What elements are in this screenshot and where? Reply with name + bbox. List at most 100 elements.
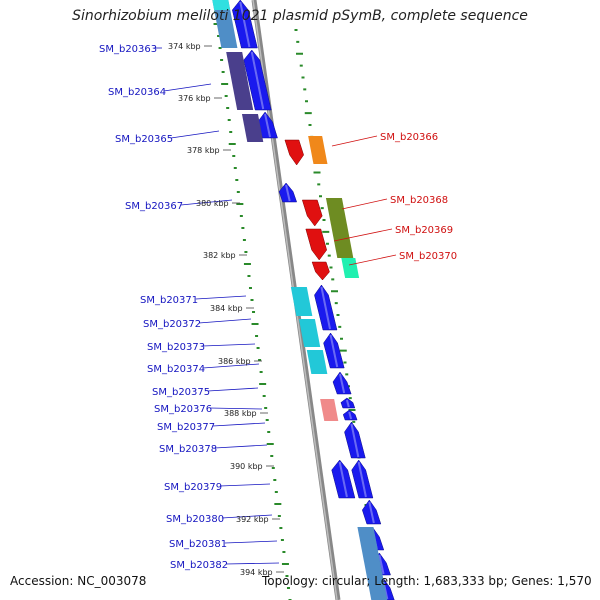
leader-line (214, 444, 268, 449)
gc-dot-outer (322, 219, 326, 221)
gc-dot-outer (327, 254, 331, 257)
gene-arrow-body (311, 261, 330, 281)
cog-block (308, 136, 328, 164)
gc-dot-outer (294, 29, 298, 31)
gene-label-sm-b20366: SM_b20366 (380, 132, 438, 143)
gc-dot-inner (270, 455, 274, 457)
forward-gene-arrow (314, 284, 338, 331)
gc-dot-inner (220, 59, 224, 61)
gene-label-sm-b20363: SM_b20363 (99, 44, 157, 55)
gc-dot-outer (320, 207, 324, 210)
tick-label: 390 kbp (230, 462, 263, 471)
gene-arrow-shine (320, 286, 331, 330)
forward-gene-arrow (344, 421, 366, 459)
gc-dot-inner (250, 299, 254, 301)
cog-block (357, 527, 388, 600)
leader-line (221, 514, 273, 519)
accession-text: Accession: NC_003078 (10, 574, 147, 588)
leader-line (207, 387, 259, 392)
gc-dot-outer (336, 314, 340, 316)
gc-dot-inner (243, 263, 251, 265)
label-leader-lines (154, 47, 397, 565)
gene-label-sm-b20364: SM_b20364 (108, 87, 166, 98)
gene-label-sm-b20374: SM_b20374 (147, 364, 205, 375)
tick-label: 386 kbp (218, 357, 251, 366)
gc-dot-outer (339, 349, 347, 352)
gc-dot-inner (274, 491, 278, 493)
gc-dot-inner (221, 71, 225, 73)
cog-block (212, 0, 231, 10)
gc-dot-inner (274, 503, 282, 505)
leader-line (163, 83, 212, 92)
gene-arrow-body (323, 332, 345, 369)
gc-dot-outer (296, 40, 300, 43)
gene-arrow-body (278, 182, 298, 203)
tick-label: 382 kbp (203, 251, 236, 260)
gene-arrow-body (314, 284, 338, 331)
gc-dot-inner (239, 215, 243, 217)
gc-dot-inner (271, 467, 275, 469)
gc-dot-outer (331, 290, 338, 293)
gene-arrow-body (344, 421, 366, 459)
gc-dot-inner (235, 179, 239, 181)
gc-dot-inner (247, 275, 251, 277)
gene-label-sm-b20380: SM_b20380 (166, 514, 224, 525)
leader-line (170, 130, 220, 139)
reverse-gene-arrow (284, 139, 304, 166)
tick-label: 378 kbp (187, 146, 220, 155)
gene-arrow-shine (338, 461, 348, 498)
cog-block (325, 198, 354, 258)
map-title: Sinorhizobium meliloti 1021 plasmid pSym… (72, 8, 528, 24)
gc-dot-outer (331, 278, 335, 281)
gc-dot-inner (232, 155, 236, 157)
gc-dot-outer (299, 64, 303, 67)
forward-gene-arrow (323, 332, 345, 369)
forward-gene-arrow (351, 459, 374, 499)
gc-dot-inner (259, 383, 267, 385)
gene-label-sm-b20378: SM_b20378 (159, 444, 217, 455)
leader-line (331, 135, 378, 147)
gc-dot-inner (279, 527, 283, 529)
gene-label-sm-b20376: SM_b20376 (154, 404, 212, 415)
gc-dot-inner (241, 227, 245, 229)
cog-block (320, 399, 339, 421)
gc-dot-outer (348, 409, 356, 411)
gene-label-sm-b20377: SM_b20377 (157, 422, 215, 433)
gc-dot-outer (317, 183, 321, 186)
gene-label-sm-b20379: SM_b20379 (164, 482, 222, 493)
gene-label-sm-b20367: SM_b20367 (125, 201, 183, 212)
gc-dot-outer (334, 302, 338, 305)
gc-dot-inner (228, 143, 236, 145)
gene-label-sm-b20382: SM_b20382 (170, 560, 228, 571)
gc-dot-inner (273, 479, 277, 481)
gc-dot-outer (304, 112, 312, 115)
forward-gene-arrow (278, 182, 298, 203)
tick-label: 394 kbp (240, 568, 273, 577)
gc-dot-inner (267, 431, 271, 433)
tick-label: 392 kbp (236, 515, 269, 524)
forward-gene-arrow (331, 459, 356, 499)
gene-arrow-shine (329, 334, 339, 368)
gc-dot-inner (258, 359, 262, 361)
gene-arrow-shine (250, 51, 265, 110)
forward-gene-arrow (362, 499, 382, 525)
forward-gene-arrow (342, 409, 358, 421)
cog-block (290, 287, 313, 316)
gene-arrow-body (340, 397, 356, 409)
leader-line (202, 363, 260, 369)
gc-dot-inner (248, 287, 252, 289)
gene-arrow-shine (285, 184, 291, 202)
gc-dot-inner (282, 551, 286, 553)
gc-dot-inner (218, 47, 222, 49)
gc-dot-outer (340, 337, 343, 340)
gc-dot-inner (280, 539, 284, 541)
gene-arrow-body (301, 199, 323, 227)
leader-line (341, 198, 388, 210)
leader-line (224, 540, 278, 544)
gene-arrow-body (332, 371, 352, 395)
gc-dot-outer (296, 52, 303, 55)
tick-label: 380 kbp (196, 199, 229, 208)
gc-dot-outer (338, 325, 342, 328)
forward-gene-arrow (243, 49, 272, 111)
